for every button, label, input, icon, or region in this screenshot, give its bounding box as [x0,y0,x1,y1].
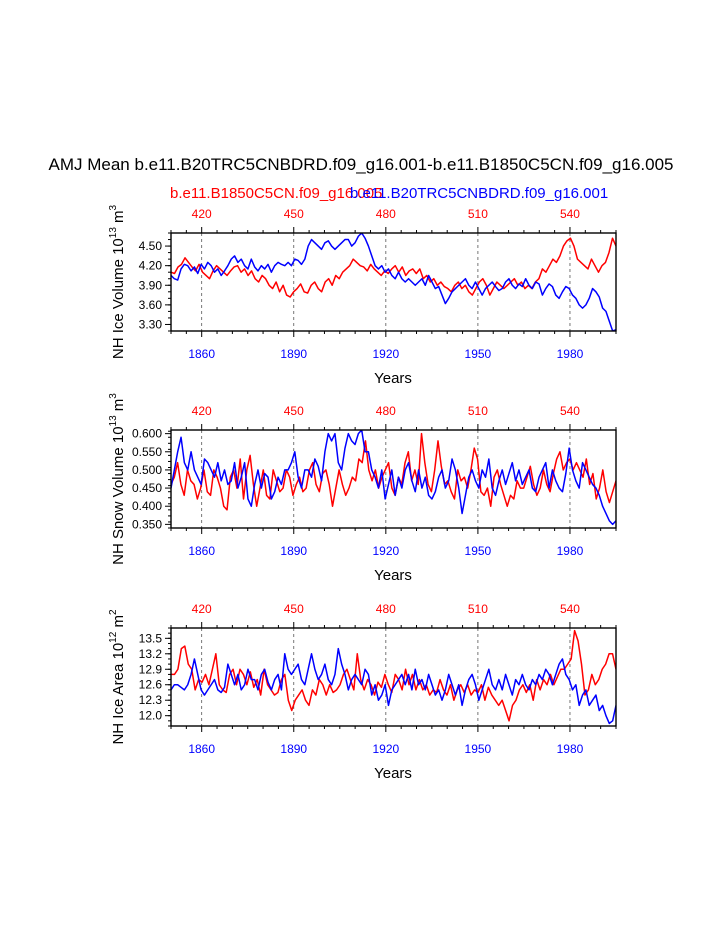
top-tick-label-510: 510 [468,602,488,616]
y-axis-label-exp: 13 [108,227,119,239]
series-line-blue [171,233,616,331]
top-tick-label-420: 420 [192,207,212,221]
y-tick-label-0.400: 0.400 [132,499,162,513]
top-tick-label-540: 540 [560,207,580,221]
bottom-tick-label-1920: 1920 [372,742,399,756]
series-line-blue [171,430,616,526]
y-axis-label: NH Ice Volume 1013 m3 [108,204,127,359]
plot-frame [170,627,617,727]
top-tick-label-420: 420 [192,602,212,616]
x-axis-label: Years [374,567,412,584]
legend-blue-label: b.e11.B20TRC5CNBDRD.f09_g16.001 [350,185,608,202]
y-axis-label-exp: 13 [108,415,119,427]
bottom-tick-label-1860: 1860 [188,544,215,558]
y-tick-label-4.20: 4.20 [139,259,163,273]
y-axis-label-unit: m [110,399,127,416]
y-tick-label-13.5: 13.5 [139,631,163,645]
y-axis-label-main: NH Ice Volume 10 [110,238,127,359]
series-line-blue [171,647,616,725]
y-axis-label: NH Snow Volume 1013 m3 [108,393,127,565]
y-tick-label-3.60: 3.60 [139,298,163,312]
y-axis-label-unit: m [110,210,127,227]
x-axis-label: Years [374,370,412,387]
y-tick-label-13.2: 13.2 [139,647,163,661]
bottom-tick-label-1890: 1890 [280,347,307,361]
y-tick-label-12.3: 12.3 [139,693,163,707]
y-tick-label-0.350: 0.350 [132,517,162,531]
chart-panel-1: 1860 1890 1920 1950 1980 420 450 480 510 540 4.50 4… [108,204,617,387]
top-tick-label-510: 510 [468,207,488,221]
top-tick-label-480: 480 [376,207,396,221]
bottom-tick-label-1980: 1980 [557,347,584,361]
y-tick-label-0.600: 0.600 [132,427,162,441]
top-tick-label-450: 450 [284,207,304,221]
bottom-tick-label-1920: 1920 [372,347,399,361]
bottom-tick-label-1890: 1890 [280,544,307,558]
top-tick-label-450: 450 [284,602,304,616]
bottom-tick-label-1950: 1950 [465,544,492,558]
series-line-red [171,237,616,298]
y-tick-label-0.450: 0.450 [132,481,162,495]
bottom-tick-label-1920: 1920 [372,544,399,558]
bottom-tick-label-1860: 1860 [188,347,215,361]
legend-red-label: b.e11.B1850C5CN.f09_g16.005 [170,185,382,202]
y-tick-label-12.0: 12.0 [139,709,163,723]
bottom-tick-label-1860: 1860 [188,742,215,756]
y-axis-label-exp: 12 [108,631,119,643]
bottom-tick-label-1980: 1980 [557,742,584,756]
bottom-tick-label-1950: 1950 [465,742,492,756]
top-tick-label-480: 480 [376,602,396,616]
x-axis-label: Years [374,765,412,782]
y-axis-label: NH Ice Area 1012 m2 [108,609,127,745]
y-tick-label-3.30: 3.30 [139,317,163,331]
top-tick-label-540: 540 [560,602,580,616]
bottom-tick-label-1980: 1980 [557,544,584,558]
chart-panel-3: 1860 1890 1920 1950 1980 420 450 480 510 540 13.5 1… [108,602,617,782]
plot-frame [170,232,617,332]
y-tick-label-12.6: 12.6 [139,678,163,692]
top-tick-label-450: 450 [284,404,304,418]
y-axis-label-unit-exp: 2 [108,609,119,615]
bottom-tick-label-1950: 1950 [465,347,492,361]
plot-frame [170,429,617,529]
y-tick-label-3.90: 3.90 [139,278,163,292]
y-axis-label-main: NH Snow Volume 10 [110,426,127,564]
y-tick-label-0.500: 0.500 [132,463,162,477]
y-axis-label-unit: m [110,615,127,632]
series-line-red [171,432,616,511]
y-axis-label-unit-exp: 3 [108,204,119,210]
top-tick-label-480: 480 [376,404,396,418]
main-title: AMJ Mean b.e11.B20TRC5CNBDRD.f09_g16.001… [49,155,674,174]
top-tick-label-540: 540 [560,404,580,418]
y-tick-label-12.9: 12.9 [139,662,163,676]
y-axis-label-main: NH Ice Area 10 [110,643,127,745]
y-tick-label-0.550: 0.550 [132,445,162,459]
chart-panel-2: 1860 1890 1920 1950 1980 420 450 480 510 540 0.600… [108,393,617,584]
bottom-tick-label-1890: 1890 [280,742,307,756]
chart-panels: 1860 1890 1920 1950 1980 420 450 480 510 540 4.50 4… [108,204,617,782]
top-tick-label-420: 420 [192,404,212,418]
y-axis-label-unit-exp: 3 [108,393,119,399]
top-tick-label-510: 510 [468,404,488,418]
y-tick-label-4.50: 4.50 [139,239,163,253]
